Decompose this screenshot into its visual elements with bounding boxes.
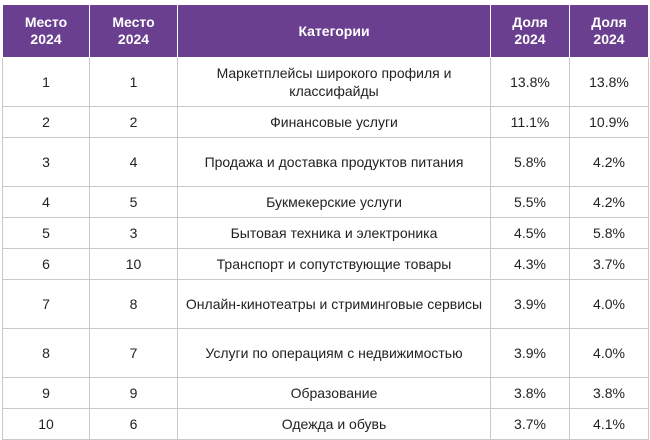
cell-share-b: 4.2% xyxy=(569,186,649,218)
cell-place-a: 7 xyxy=(2,279,90,329)
cell-share-a: 11.1% xyxy=(490,106,570,138)
cell-share-a: 3.9% xyxy=(490,328,570,378)
cell-place-a: 4 xyxy=(2,186,90,218)
cell-share-b: 4.0% xyxy=(569,279,649,329)
cell-category: Одежда и обувь xyxy=(177,408,491,440)
cell-place-b: 7 xyxy=(89,328,178,378)
header-place-2024-b: Место 2024 xyxy=(89,4,178,58)
cell-place-a: 6 xyxy=(2,248,90,280)
header-share-2024-b: Доля 2024 xyxy=(569,4,649,58)
table-row: 4 5 Букмекерские услуги 5.5% 4.2% xyxy=(2,186,649,218)
cell-share-a: 5.5% xyxy=(490,186,570,218)
table-row: 7 8 Онлайн-кинотеатры и стриминговые сер… xyxy=(2,279,649,329)
cell-place-b: 2 xyxy=(89,106,178,138)
cell-share-b: 3.8% xyxy=(569,377,649,409)
table-row: 10 6 Одежда и обувь 3.7% 4.1% xyxy=(2,408,649,440)
cell-place-b: 8 xyxy=(89,279,178,329)
header-year: 2024 xyxy=(30,31,62,47)
cell-share-b: 13.8% xyxy=(569,57,649,107)
cell-place-a: 2 xyxy=(2,106,90,138)
cell-category: Маркетплейсы широкого профиля и классифа… xyxy=(177,57,491,107)
table-row: 8 7 Услуги по операциям с недвижимостью … xyxy=(2,328,649,378)
table-body: 1 1 Маркетплейсы широкого профиля и клас… xyxy=(2,57,649,440)
cell-share-a: 5.8% xyxy=(490,137,570,187)
header-label: Место xyxy=(24,14,68,30)
cell-category: Онлайн-кинотеатры и стриминговые сервисы xyxy=(177,279,491,329)
table-row: 3 4 Продажа и доставка продуктов питания… xyxy=(2,137,649,187)
cell-place-a: 1 xyxy=(2,57,90,107)
cell-place-a: 8 xyxy=(2,328,90,378)
cell-place-b: 4 xyxy=(89,137,178,187)
header-label: Доля xyxy=(512,14,548,30)
cell-category: Транспорт и сопутствующие товары xyxy=(177,248,491,280)
header-label: Место xyxy=(112,14,155,30)
header-place-2024-a: Место 2024 xyxy=(2,4,90,58)
table-row: 1 1 Маркетплейсы широкого профиля и клас… xyxy=(2,57,649,107)
ranking-table: Место 2024 Место 2024 Категории Доля 202… xyxy=(2,4,649,440)
cell-place-a: 9 xyxy=(2,377,90,409)
cell-share-a: 3.8% xyxy=(490,377,570,409)
cell-place-b: 1 xyxy=(89,57,178,107)
table-row: 6 10 Транспорт и сопутствующие товары 4.… xyxy=(2,248,649,280)
cell-share-b: 10.9% xyxy=(569,106,649,138)
header-share-2024-a: Доля 2024 xyxy=(490,4,570,58)
cell-place-b: 6 xyxy=(89,408,178,440)
table-header: Место 2024 Место 2024 Категории Доля 202… xyxy=(2,4,649,58)
cell-share-b: 3.7% xyxy=(569,248,649,280)
table-row: 2 2 Финансовые услуги 11.1% 10.9% xyxy=(2,106,649,138)
cell-share-a: 3.9% xyxy=(490,279,570,329)
cell-share-a: 13.8% xyxy=(490,57,570,107)
cell-share-a: 4.3% xyxy=(490,248,570,280)
cell-place-b: 3 xyxy=(89,217,178,249)
table-row: 5 3 Бытовая техника и электроника 4.5% 5… xyxy=(2,217,649,249)
cell-place-b: 5 xyxy=(89,186,178,218)
cell-share-b: 4.1% xyxy=(569,408,649,440)
cell-place-a: 10 xyxy=(2,408,90,440)
cell-category: Продажа и доставка продуктов питания xyxy=(177,137,491,187)
header-category: Категории xyxy=(177,4,491,58)
header-label: Категории xyxy=(298,22,370,39)
cell-share-a: 4.5% xyxy=(490,217,570,249)
cell-share-a: 3.7% xyxy=(490,408,570,440)
cell-place-b: 10 xyxy=(89,248,178,280)
header-label: Доля xyxy=(591,14,627,30)
header-year: 2024 xyxy=(117,31,150,47)
cell-share-b: 5.8% xyxy=(569,217,649,249)
cell-share-b: 4.0% xyxy=(569,328,649,378)
cell-place-b: 9 xyxy=(89,377,178,409)
cell-category: Бытовая техника и электроника xyxy=(177,217,491,249)
header-year: 2024 xyxy=(514,31,546,47)
cell-category: Букмекерские услуги xyxy=(177,186,491,218)
cell-place-a: 3 xyxy=(2,137,90,187)
cell-place-a: 5 xyxy=(2,217,90,249)
cell-share-b: 4.2% xyxy=(569,137,649,187)
cell-category: Образование xyxy=(177,377,491,409)
header-row: Место 2024 Место 2024 Категории Доля 202… xyxy=(2,4,649,58)
table-row: 9 9 Образование 3.8% 3.8% xyxy=(2,377,649,409)
cell-category: Услуги по операциям с недвижимостью xyxy=(177,328,491,378)
header-year: 2024 xyxy=(593,31,625,47)
cell-category: Финансовые услуги xyxy=(177,106,491,138)
